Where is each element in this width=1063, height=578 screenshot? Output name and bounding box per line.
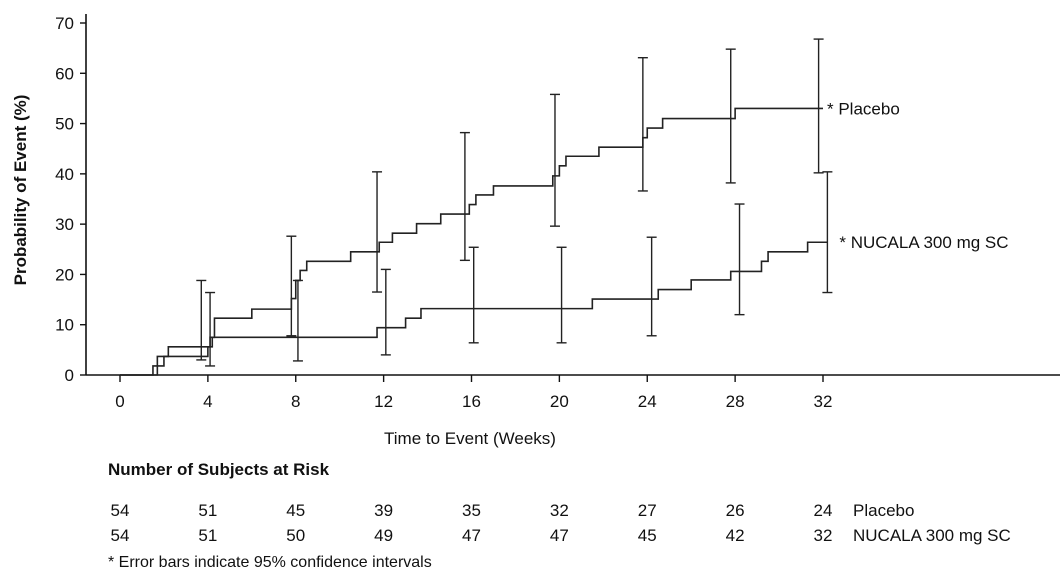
- risk-cell: 47: [462, 526, 481, 545]
- x-tick-label: 0: [115, 392, 124, 411]
- y-tick-label: 0: [65, 366, 74, 385]
- x-tick-label: 4: [203, 392, 212, 411]
- risk-cell: 54: [110, 501, 130, 520]
- x-tick-label: 32: [814, 392, 833, 411]
- plot-area: * Placebo * NUCALA 300 mg SC: [120, 38, 1009, 376]
- series-nucala: * NUCALA 300 mg SC: [120, 171, 1009, 376]
- risk-cell: 51: [198, 526, 218, 545]
- risk-cell: 49: [374, 526, 394, 545]
- risk-cell: 51: [198, 501, 218, 520]
- risk-cell: 27: [637, 501, 657, 520]
- step-line: [120, 241, 828, 376]
- step-line: [120, 107, 823, 376]
- x-axis-title: Time to Event (Weeks): [384, 429, 556, 448]
- risk-row-name: NUCALA 300 mg SC: [853, 526, 1011, 545]
- risk-table-title: Number of Subjects at Risk: [108, 460, 330, 479]
- y-tick-label: 10: [55, 316, 74, 335]
- risk-cell: 47: [549, 526, 569, 545]
- y-axis-title: Probability of Event (%): [11, 95, 30, 286]
- risk-cell: 26: [725, 501, 745, 520]
- risk-cell: 35: [462, 501, 481, 520]
- footnote: * Error bars indicate 95% confidence int…: [108, 554, 432, 571]
- risk-row-name: Placebo: [853, 501, 915, 520]
- x-tick-label: 24: [638, 392, 657, 411]
- x-tick-label: 28: [726, 392, 745, 411]
- risk-cell: 24: [813, 501, 833, 520]
- y-tick-label: 70: [55, 14, 74, 33]
- risk-cell: 54: [110, 526, 130, 545]
- risk-cell: 50: [286, 526, 306, 545]
- series-label: * NUCALA 300 mg SC: [839, 233, 1008, 252]
- series-placebo: * Placebo: [120, 38, 900, 376]
- y-tick-label: 20: [55, 265, 74, 284]
- y-tick-label: 60: [55, 64, 74, 83]
- series-label: * Placebo: [827, 99, 900, 118]
- risk-cell: 45: [637, 526, 657, 545]
- risk-cell: 32: [549, 501, 569, 520]
- y-tick-label: 50: [55, 115, 74, 134]
- x-tick-label: 12: [374, 392, 393, 411]
- risk-cell: 32: [813, 526, 833, 545]
- risk-cell: 39: [374, 501, 394, 520]
- km-chart: 0 10 20 30 40 50 60 70 0 4 8 12 16 20 24 28 32 * Placebo…: [11, 14, 1060, 448]
- y-tick-label: 40: [55, 165, 74, 184]
- axes: 0 10 20 30 40 50 60 70 0 4 8 12 16 20 24 28 32: [55, 14, 1060, 411]
- x-tick-label: 16: [462, 392, 481, 411]
- x-tick-label: 8: [291, 392, 300, 411]
- x-tick-label: 20: [550, 392, 569, 411]
- risk-cell: 45: [286, 501, 306, 520]
- risk-cell: 42: [725, 526, 745, 545]
- y-tick-label: 30: [55, 215, 74, 234]
